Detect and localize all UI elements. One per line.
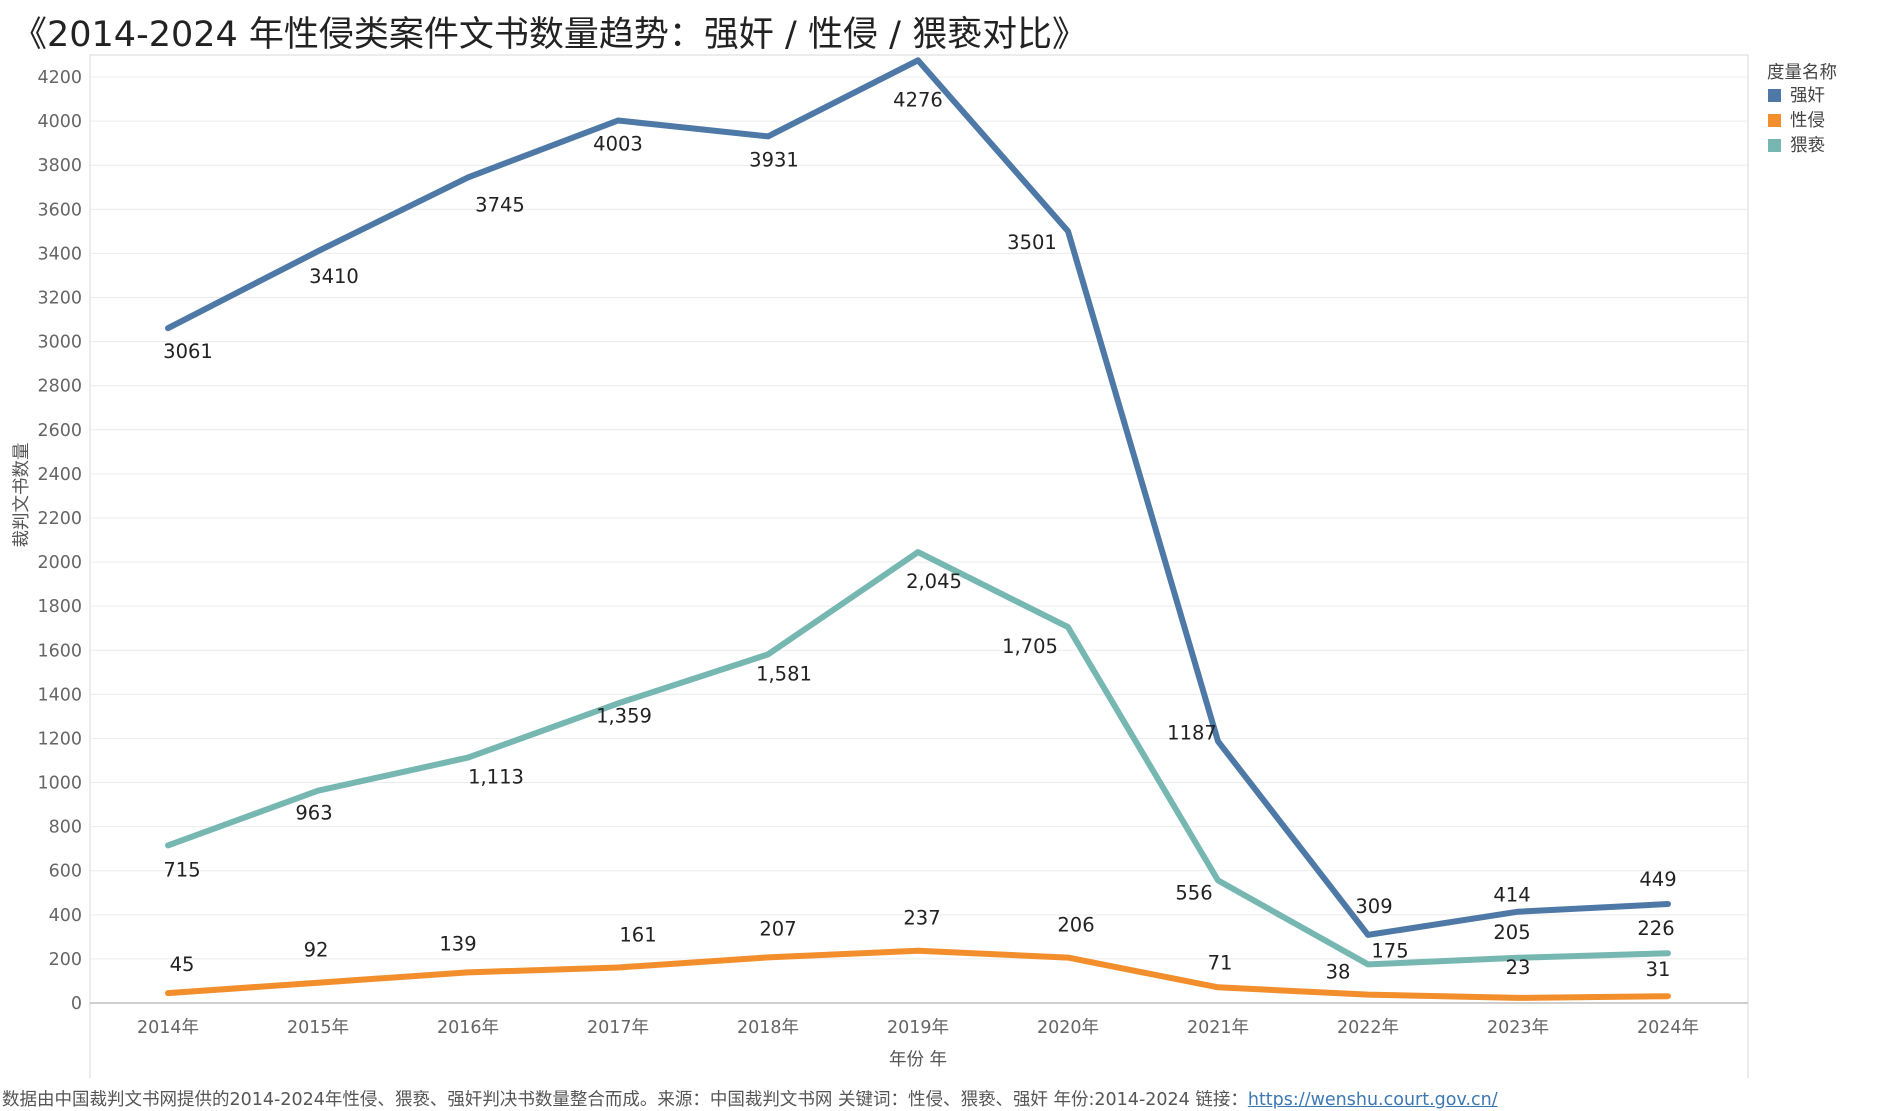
series-line-1 <box>165 947 1671 1001</box>
data-labels: 3061 3410 3745 4003 3931 4276 3501 1187 309 414 44… <box>163 88 1676 983</box>
data-label: 139 <box>439 932 476 955</box>
x-tick-label: 2016年 <box>437 1018 499 1038</box>
data-label: 161 <box>619 924 656 947</box>
y-tick-label: 2200 <box>37 509 82 529</box>
footer-text: 数据由中国裁判文书网提供的2014-2024年性侵、猥亵、强奸判决书数量整合而成… <box>2 1090 1248 1110</box>
x-axis-label: 年份 年 <box>889 1050 947 1070</box>
data-label: 23 <box>1506 956 1531 979</box>
data-label: 4276 <box>893 88 943 111</box>
legend-swatch <box>1768 139 1781 152</box>
x-tick-label: 2015年 <box>287 1018 349 1038</box>
y-tick-label: 4000 <box>37 112 82 132</box>
y-tick-label: 1400 <box>37 685 82 705</box>
y-tick-label: 3400 <box>37 244 82 264</box>
x-tick-label: 2022年 <box>1337 1018 1399 1038</box>
footer-source: 数据由中国裁判文书网提供的2014-2024年性侵、猥亵、强奸判决书数量整合而成… <box>2 1086 1498 1111</box>
data-label: 1,359 <box>596 704 652 727</box>
y-tick-label: 2600 <box>37 421 82 441</box>
data-label: 414 <box>1493 884 1530 907</box>
x-tick-label: 2018年 <box>737 1018 799 1038</box>
y-tick-label: 1000 <box>37 774 82 794</box>
y-tick-label: 3200 <box>37 289 82 309</box>
legend-swatch <box>1768 89 1781 102</box>
data-label: 556 <box>1175 881 1212 904</box>
y-tick-label: 0 <box>71 994 82 1014</box>
series-line-2 <box>165 549 1671 968</box>
y-tick-label: 400 <box>49 906 82 926</box>
series-lines <box>165 57 1671 1001</box>
y-tick-label: 200 <box>49 950 82 970</box>
source-link[interactable]: https://wenshu.court.gov.cn/ <box>1247 1090 1498 1110</box>
data-label: 205 <box>1493 921 1530 944</box>
plot-area <box>89 54 1749 1004</box>
x-tick-label: 2024年 <box>1637 1018 1699 1038</box>
line-chart: 0 200 400 600 800 1000 1200 1400 1600 1800 2000 220… <box>12 54 1837 1078</box>
x-tick-label: 2023年 <box>1487 1018 1549 1038</box>
data-label: 237 <box>903 907 940 930</box>
data-label: 207 <box>759 917 796 940</box>
y-axis-label: 裁判文书数量 <box>12 443 32 548</box>
data-label: 71 <box>1208 951 1233 974</box>
data-label: 4003 <box>593 132 643 155</box>
series-line-0 <box>165 57 1671 938</box>
x-tick-label: 2020年 <box>1037 1018 1099 1038</box>
data-label: 1187 <box>1167 721 1217 744</box>
data-label: 3410 <box>309 265 359 288</box>
y-axis: 0 200 400 600 800 1000 1200 1400 1600 1800 2000 220… <box>37 68 82 1014</box>
x-tick-label: 2019年 <box>887 1018 949 1038</box>
legend-item: 性侵 <box>1790 111 1825 131</box>
data-label: 963 <box>295 802 332 825</box>
x-tick-label: 2017年 <box>587 1018 649 1038</box>
y-tick-label: 600 <box>49 862 82 882</box>
y-tick-label: 800 <box>49 818 82 838</box>
data-label: 1,113 <box>468 766 524 789</box>
y-tick-label: 3800 <box>37 156 82 176</box>
data-label: 3061 <box>163 340 213 363</box>
y-tick-label: 2000 <box>37 553 82 573</box>
y-tick-label: 1200 <box>37 729 82 749</box>
data-label: 175 <box>1371 939 1408 962</box>
chart-title: 《2014-2024 年性侵类案件文书数量趋势：强奸 / 性侵 / 猥亵对比》 <box>12 15 1087 55</box>
data-label: 309 <box>1355 895 1392 918</box>
gridlines <box>90 76 1748 960</box>
x-axis: 2014年 2015年 2016年 2017年 2018年 2019年 2020年 2021年… <box>137 1018 1699 1038</box>
y-tick-label: 3600 <box>37 200 82 220</box>
legend-swatch <box>1768 114 1781 127</box>
data-label: 1,705 <box>1002 635 1058 658</box>
data-label: 226 <box>1637 917 1674 940</box>
legend-title: 度量名称 <box>1767 63 1837 83</box>
data-label: 45 <box>170 953 195 976</box>
data-label: 715 <box>163 858 200 881</box>
y-axis-label-group: 裁判文书数量 <box>12 443 32 548</box>
data-label: 2,045 <box>906 570 962 593</box>
y-tick-label: 2400 <box>37 465 82 485</box>
data-label: 449 <box>1639 868 1676 891</box>
y-tick-label: 1800 <box>37 597 82 617</box>
data-label: 3745 <box>475 193 525 216</box>
data-label: 92 <box>304 939 329 962</box>
data-label: 3931 <box>749 148 799 171</box>
data-label: 206 <box>1057 914 1094 937</box>
plot-frame <box>89 54 1749 1078</box>
data-label: 38 <box>1326 961 1351 984</box>
data-label: 1,581 <box>756 662 812 685</box>
legend-item: 猥亵 <box>1790 136 1825 156</box>
y-tick-label: 1600 <box>37 641 82 661</box>
x-tick-label: 2021年 <box>1187 1018 1249 1038</box>
y-tick-label: 2800 <box>37 377 82 397</box>
data-label: 31 <box>1646 958 1671 981</box>
legend-item: 强奸 <box>1790 86 1825 106</box>
data-label: 3501 <box>1007 231 1057 254</box>
x-tick-label: 2014年 <box>137 1018 199 1038</box>
y-tick-label: 4200 <box>37 68 82 88</box>
y-tick-label: 3000 <box>37 333 82 353</box>
